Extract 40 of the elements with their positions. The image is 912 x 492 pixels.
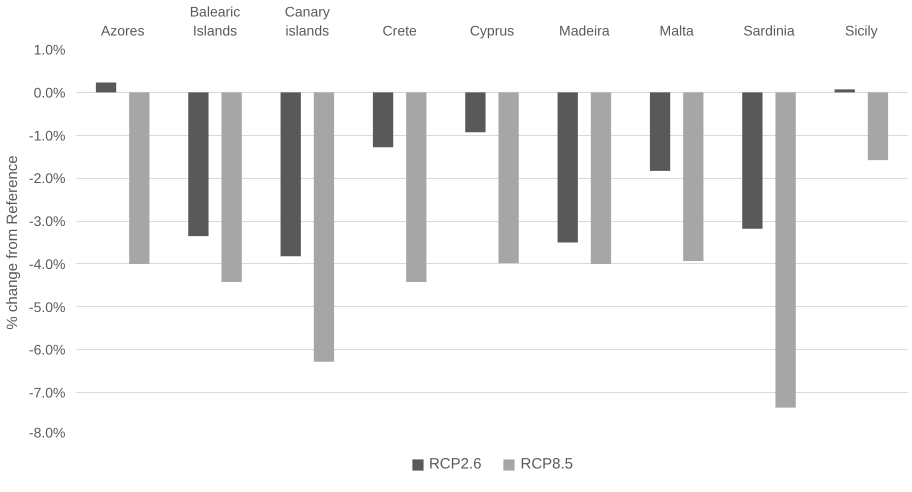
bar	[742, 92, 763, 229]
y-tick-label: -1.0%	[28, 127, 66, 144]
legend-label: RCP8.5	[520, 456, 574, 472]
bar	[868, 92, 888, 160]
x-tick-label: Malta	[660, 22, 694, 38]
bar	[683, 92, 704, 261]
bar	[280, 92, 301, 256]
bar	[314, 92, 334, 362]
bar	[590, 92, 612, 264]
y-tick-label: -7.0%	[28, 384, 66, 401]
x-tick-label: Sardinia	[743, 22, 795, 38]
y-axis-title: % change from Reference	[4, 155, 21, 330]
x-tick-label: Azores	[100, 22, 144, 38]
x-tick-label: Cyprus	[470, 22, 514, 38]
bar	[498, 92, 519, 264]
y-tick-label: -3.0%	[28, 213, 66, 230]
bar	[558, 92, 578, 242]
bar	[221, 92, 242, 282]
y-tick-label: -2.0%	[28, 170, 66, 186]
x-tick-label: Madeira	[559, 22, 610, 38]
bar	[834, 89, 855, 92]
x-tick-label: Crete	[382, 22, 417, 38]
bar	[465, 92, 486, 132]
legend-label: RCP2.6	[428, 456, 482, 472]
y-tick-label: -4.0%	[28, 256, 66, 272]
bar	[775, 92, 796, 408]
bar	[406, 92, 426, 282]
x-tick-label: Sicily	[845, 22, 878, 38]
bar	[96, 82, 116, 92]
y-tick-label: -6.0%	[28, 342, 66, 358]
y-tick-label: -5.0%	[28, 298, 66, 315]
bar	[372, 92, 394, 148]
bar	[129, 92, 150, 264]
x-tick-label: Balearic Islands	[190, 3, 240, 38]
y-tick-label: -8.0%	[28, 424, 66, 440]
y-tick-label: 0.0%	[34, 84, 66, 100]
bar	[188, 92, 209, 236]
y-tick-label: 1.0%	[34, 42, 66, 58]
x-tick-label: Canary islands	[284, 3, 330, 38]
bar	[650, 92, 670, 171]
